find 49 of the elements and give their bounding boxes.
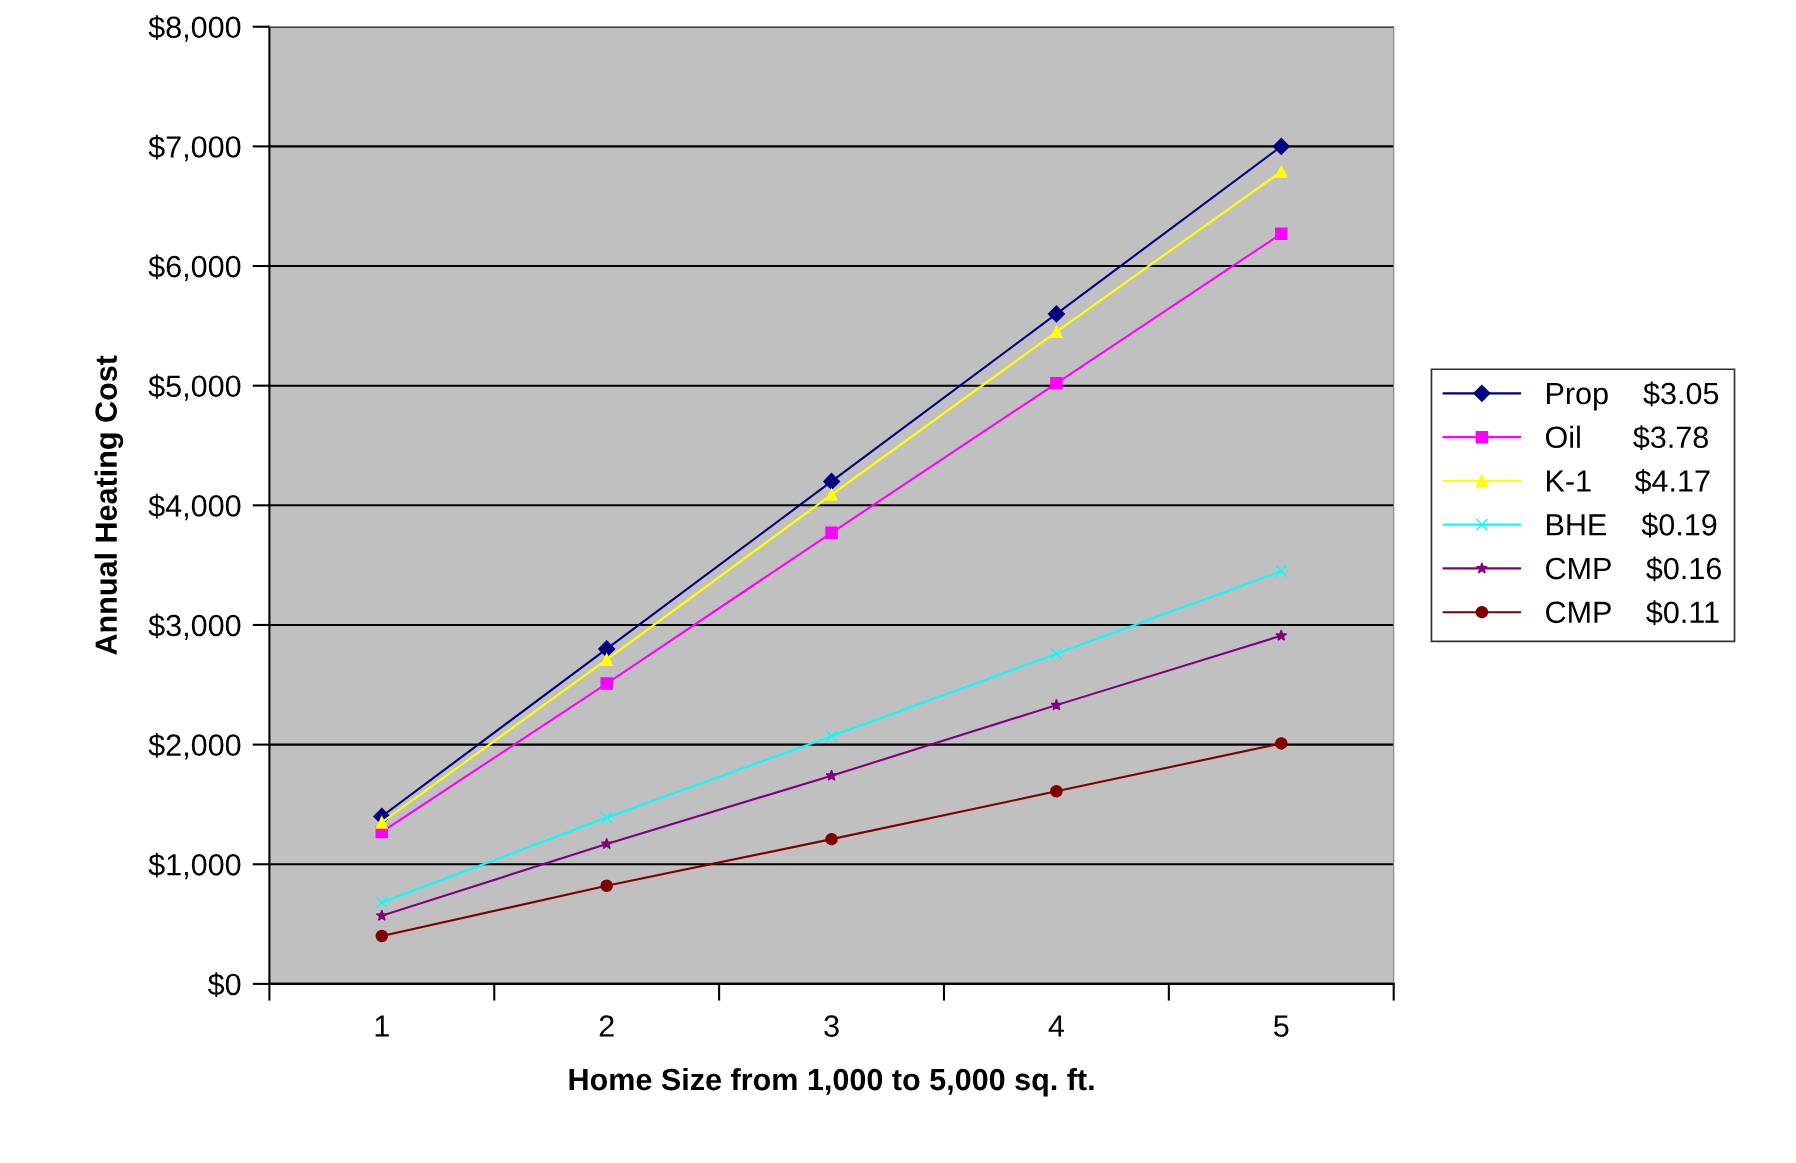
point [825,488,838,501]
legend-label: CMP $0.16 [1546,556,1721,582]
y-tick-label: $0 [207,972,241,998]
point [600,879,613,893]
point [375,929,389,943]
x-tick-label: 1 [375,1015,389,1037]
point [1272,137,1290,155]
point [598,640,616,658]
y-tick-label: $8,000 [148,15,241,42]
point [600,653,613,666]
y-tick-label: $6,000 [148,254,241,282]
point [1275,564,1288,578]
y-tick-label: $4,000 [148,493,241,521]
point [600,677,613,690]
y-tick-label: $1,000 [148,852,241,880]
point [375,909,388,921]
point [1275,165,1288,178]
x-axis-title: Home Size from 1,000 to 5,000 sq. ft. [569,1067,1094,1097]
legend-label: K-1 $4.17 [1547,468,1710,494]
point [375,816,389,829]
point [1047,305,1065,323]
point [1050,325,1063,339]
x-tick-label: 5 [1273,1015,1289,1037]
y-tick-label: $3,000 [148,613,241,640]
point [825,729,838,743]
legend-label: Oil $3.78 [1545,425,1708,450]
point [375,896,389,909]
point [1275,629,1288,641]
point [1050,647,1063,660]
y-tick-label: $7,000 [148,134,241,162]
y-axis-title: Annual Heating Cost [94,355,124,655]
point [825,769,838,781]
point [825,832,838,846]
legend-label: Prop $3.05 [1547,381,1719,411]
y-tick-label: $2,000 [148,733,241,760]
legend-label: BHE $0.19 [1547,512,1717,538]
point [825,526,838,540]
point [1050,698,1063,711]
x-tick-label: 3 [824,1015,839,1037]
point [1275,737,1288,750]
legend-label: CMP $0.11 [1546,600,1719,625]
y-tick-label: $5,000 [148,374,241,401]
x-tick-label: 4 [1048,1015,1065,1037]
x-tick-label: 2 [599,1015,614,1037]
point [600,811,613,824]
point [1050,377,1063,390]
point [1050,785,1063,798]
point [822,472,841,490]
point [1275,227,1288,240]
